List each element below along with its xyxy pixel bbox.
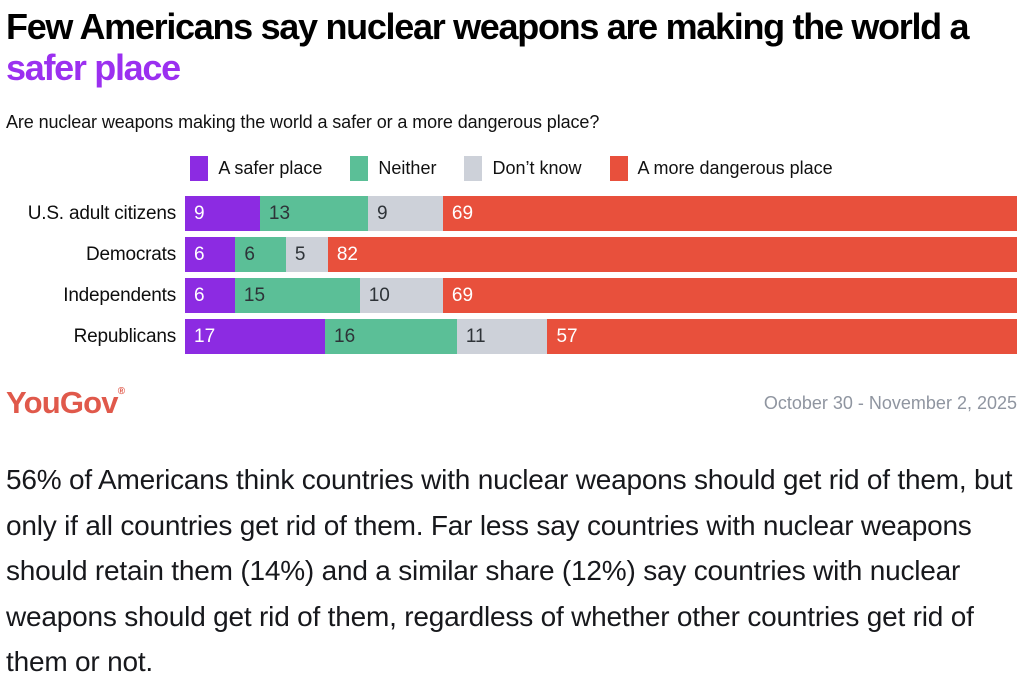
page-title-accent: safer place bbox=[6, 47, 181, 88]
bar-segment: 9 bbox=[185, 196, 260, 231]
row-label: Democrats bbox=[85, 243, 176, 265]
chart-row: U.S. adult citizens 9 13 9 69 bbox=[6, 196, 1017, 231]
legend-item: A more dangerous place bbox=[609, 156, 833, 181]
segment-value: 6 bbox=[194, 243, 205, 265]
bar-segment: 13 bbox=[259, 196, 369, 231]
bar-segment: 6 bbox=[185, 278, 235, 313]
legend-swatch bbox=[464, 156, 483, 181]
segment-value: 69 bbox=[451, 202, 474, 224]
bar-segment: 15 bbox=[234, 278, 360, 313]
bar-segment: 6 bbox=[235, 237, 286, 272]
chart-footer: YouGov® October 30 - November 2, 2025 bbox=[6, 385, 1017, 421]
segment-value: 17 bbox=[194, 325, 216, 347]
stacked-bar-chart: U.S. adult citizens 9 13 9 69 Democrats 6 6 5 82 I… bbox=[6, 196, 1017, 354]
segment-value: 11 bbox=[465, 325, 486, 347]
segment-value: 10 bbox=[368, 284, 390, 306]
yougov-logo-text: YouGov bbox=[6, 385, 119, 420]
bar-segment: 11 bbox=[456, 319, 548, 354]
page-title-main: Few Americans say nuclear weapons are ma… bbox=[6, 6, 970, 47]
bar-segment: 6 bbox=[185, 237, 236, 272]
bar-segment: 82 bbox=[327, 237, 1017, 272]
stacked-bar: 17 16 11 57 bbox=[185, 319, 1017, 354]
chart-row: Independents 6 15 10 69 bbox=[6, 278, 1017, 313]
segment-value: 13 bbox=[268, 202, 291, 224]
bar-segment: 69 bbox=[442, 196, 1017, 231]
legend-swatch bbox=[350, 156, 369, 181]
bar-segment: 10 bbox=[359, 278, 443, 313]
legend-label: Neither bbox=[378, 158, 437, 178]
bar-segment: 57 bbox=[547, 319, 1017, 354]
chart-rows: U.S. adult citizens 9 13 9 69 Democrats 6 6 5 82 I… bbox=[6, 196, 1017, 354]
segment-value: 16 bbox=[334, 325, 356, 347]
legend-label: A more dangerous place bbox=[637, 158, 833, 178]
legend-item: A safer place bbox=[190, 156, 322, 181]
chart-row: Republicans 17 16 11 57 bbox=[6, 319, 1017, 354]
legend-item: Don’t know bbox=[464, 156, 582, 181]
legend-label: Don’t know bbox=[492, 158, 582, 178]
legend: A safer place Neither Don’t know A more dan… bbox=[6, 156, 1017, 181]
legend-swatch bbox=[190, 156, 209, 181]
registered-mark-icon: ® bbox=[117, 386, 125, 397]
bar-segment: 9 bbox=[368, 196, 443, 231]
legend-item: Neither bbox=[350, 156, 436, 181]
field-dates: October 30 - November 2, 2025 bbox=[763, 392, 1017, 413]
bar-segment: 17 bbox=[185, 319, 326, 354]
legend-swatch bbox=[609, 156, 628, 181]
segment-value: 9 bbox=[194, 202, 205, 224]
bar-segment: 69 bbox=[442, 278, 1017, 313]
page-title: Few Americans say nuclear weapons are ma… bbox=[6, 6, 1017, 88]
chart-row: Democrats 6 6 5 82 bbox=[6, 237, 1017, 272]
segment-value: 15 bbox=[243, 284, 266, 306]
segment-value: 6 bbox=[244, 243, 255, 265]
article-paragraph: 56% of Americans think countries with nu… bbox=[6, 464, 1013, 677]
segment-value: 57 bbox=[556, 325, 578, 347]
row-label: Republicans bbox=[73, 325, 177, 347]
stacked-bar: 6 6 5 82 bbox=[185, 237, 1017, 272]
yougov-logo: YouGov® bbox=[6, 385, 125, 421]
row-label: U.S. adult citizens bbox=[27, 202, 176, 224]
stacked-bar: 6 15 10 69 bbox=[185, 278, 1017, 313]
row-label: Independents bbox=[63, 284, 176, 306]
stacked-bar: 9 13 9 69 bbox=[185, 196, 1017, 231]
segment-value: 6 bbox=[194, 284, 205, 306]
segment-value: 82 bbox=[336, 243, 358, 265]
bar-segment: 5 bbox=[285, 237, 328, 272]
legend-label: A safer place bbox=[218, 158, 323, 178]
segment-value: 5 bbox=[294, 243, 306, 265]
survey-question: Are nuclear weapons making the world a s… bbox=[6, 112, 600, 132]
segment-value: 69 bbox=[451, 284, 474, 306]
bar-segment: 16 bbox=[325, 319, 457, 354]
segment-value: 9 bbox=[377, 202, 388, 224]
